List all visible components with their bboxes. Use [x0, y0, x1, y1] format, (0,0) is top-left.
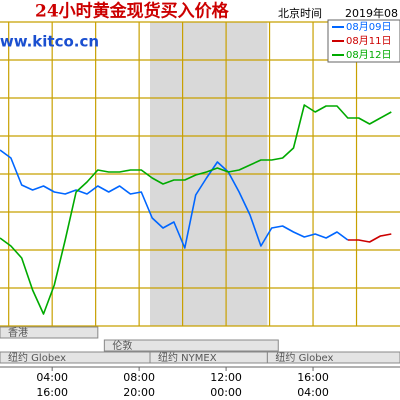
x-tick-label-secondary: 16:00 [36, 386, 68, 399]
series-line [0, 149, 349, 249]
series-line [347, 233, 392, 243]
x-tick-label: 12:00 [210, 371, 242, 384]
x-tick-label: 16:00 [297, 371, 329, 384]
x-tick-label-secondary: 00:00 [210, 386, 242, 399]
date-label: 2019年08 [345, 6, 398, 20]
session-bar [103, 339, 279, 352]
session-label: 香港 [8, 327, 28, 339]
legend: 08月09日 08月11日 08月12日 [332, 21, 391, 61]
legend-label: 08月11日 [346, 35, 391, 47]
session-bar [0, 326, 99, 339]
plot-area [0, 21, 400, 327]
x-tick-label-secondary: 04:00 [297, 386, 329, 399]
chart-title: 24小时黄金现货买入价格 [35, 1, 230, 22]
x-tick-label: 04:00 [36, 371, 68, 384]
time-zone-label: 北京时间 [278, 6, 322, 20]
session-label: 伦敦 [112, 339, 132, 352]
x-tick-label: 08:00 [123, 371, 155, 384]
legend-label: 08月09日 [346, 21, 391, 33]
series-line [0, 104, 392, 315]
x-tick-label-secondary: 20:00 [123, 386, 155, 399]
legend-label: 08月12日 [346, 49, 391, 61]
watermark: www.kitco.cn [0, 33, 99, 51]
session-label: 纽约 NYMEX [158, 351, 217, 364]
session-label: 纽约 Globex [275, 351, 333, 364]
session-label: 纽约 Globex [8, 351, 66, 364]
